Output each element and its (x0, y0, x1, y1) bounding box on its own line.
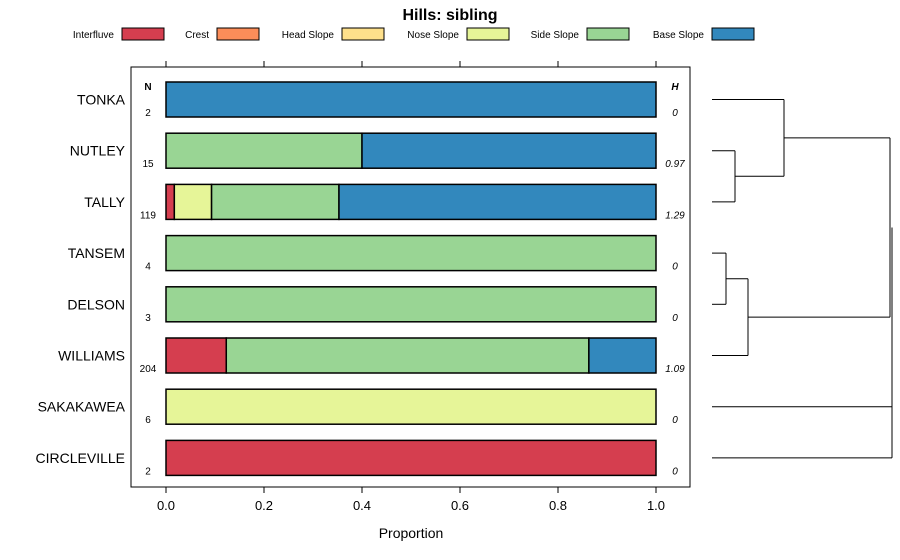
bar-segment-side-slope (165, 234, 657, 272)
bar-segment-base-slope (588, 337, 657, 374)
row-label: TANSEM (68, 245, 125, 261)
row-n-value: 119 (140, 210, 156, 221)
row-n-value: 6 (145, 415, 151, 426)
row-label: TALLY (84, 194, 125, 210)
x-tick-label: 0.6 (451, 498, 469, 513)
plot-panel (130, 66, 691, 488)
legend-label-5: Side Slope (531, 30, 580, 41)
legend-swatch-1 (121, 27, 165, 41)
bar-segment-interfluve (165, 439, 657, 477)
row-label: NUTLEY (70, 143, 126, 159)
bar-segment-base-slope (165, 81, 657, 118)
row-h-value: 0 (672, 262, 678, 273)
row-h-value: 0.97 (665, 159, 685, 170)
row-label: WILLIAMS (58, 348, 125, 364)
row-h-value: 1.29 (665, 210, 685, 221)
legend-label-4: Nose Slope (407, 30, 459, 41)
row-n-value: 2 (145, 108, 151, 119)
x-tick-label: 1.0 (647, 498, 665, 513)
row-h-value: 0 (672, 415, 678, 426)
x-axis-title: Proportion (379, 525, 444, 541)
h-column-header: H (671, 82, 679, 93)
legend-label-2: Crest (185, 30, 209, 41)
bar-segment-side-slope (165, 286, 657, 323)
row-n-value: 2 (145, 466, 151, 477)
legend-swatch-6 (711, 27, 755, 41)
legend-swatch-4 (466, 27, 510, 41)
bar-segment-nose-slope (165, 388, 657, 425)
legend-label-6: Base Slope (653, 30, 705, 41)
row-label: CIRCLEVILLE (36, 450, 125, 466)
row-h-value: 0 (672, 108, 678, 119)
bar-segment-base-slope (338, 183, 657, 221)
row-n-value: 15 (142, 159, 154, 170)
x-tick-label: 0.0 (157, 498, 175, 513)
bar-segment-nose-slope (173, 183, 213, 221)
legend-swatch-5 (586, 27, 630, 41)
row-h-value: 0 (672, 313, 678, 324)
legend-swatch-3 (341, 27, 385, 41)
chart-title: Hills: sibling (402, 7, 497, 24)
bar-segment-base-slope (361, 132, 657, 169)
x-tick-label: 0.2 (255, 498, 273, 513)
row-n-value: 204 (140, 364, 157, 375)
bar-segment-interfluve (165, 337, 228, 374)
row-h-value: 1.09 (665, 364, 685, 375)
row-n-value: 3 (145, 313, 151, 324)
bar-segment-side-slope (225, 337, 590, 374)
legend-label-3: Head Slope (282, 30, 335, 41)
row-n-value: 4 (145, 262, 151, 273)
row-label: SAKAKAWEA (38, 399, 126, 415)
bar-segment-side-slope (165, 132, 363, 169)
n-column-header: N (144, 82, 151, 93)
row-label: DELSON (67, 296, 125, 312)
x-tick-label: 0.4 (353, 498, 371, 513)
bar-segment-interfluve (165, 183, 176, 221)
row-h-value: 0 (672, 466, 678, 477)
row-label: TONKA (77, 92, 126, 108)
bar-segment-side-slope (210, 183, 340, 221)
legend-label-1: Interfluve (73, 30, 115, 41)
x-tick-label: 0.8 (549, 498, 567, 513)
legend-swatch-2 (216, 27, 260, 41)
